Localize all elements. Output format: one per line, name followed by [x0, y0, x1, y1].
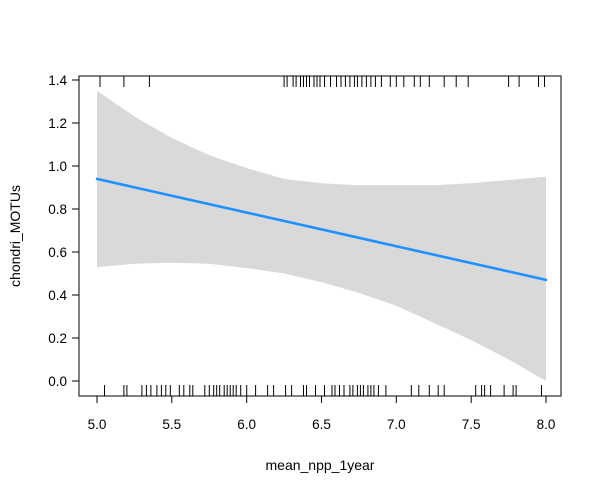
confidence-band	[97, 90, 546, 381]
y-tick-label: 0.8	[48, 202, 67, 217]
y-tick-label: 0.6	[48, 245, 67, 260]
fit-line-0	[95, 177, 548, 282]
y-tick-label: 1.0	[48, 159, 67, 174]
x-tick-label: 7.0	[387, 417, 406, 432]
x-tick-label: 5.0	[88, 417, 107, 432]
y-tick-label: 0.2	[48, 331, 67, 346]
x-tick-label: 5.5	[162, 417, 181, 432]
x-tick-label: 6.5	[312, 417, 331, 432]
y-tick-label: 0.4	[48, 288, 67, 303]
x-axis-title: mean_npp_1year	[266, 457, 375, 473]
y-tick-label: 0.0	[48, 374, 67, 389]
y-tick-label: 1.4	[48, 73, 67, 88]
rug-layer	[99, 76, 545, 396]
x-tick-label: 8.0	[537, 417, 556, 432]
x-tick-label: 7.5	[462, 417, 481, 432]
y-tick-label: 1.2	[48, 116, 67, 131]
x-axis: 5.0 5.5 6.0 6.5 7.0 7.5 8.0	[88, 396, 556, 432]
x-tick-label: 6.0	[237, 417, 256, 432]
y-axis-title: chondri_MOTUs	[7, 185, 23, 287]
plot-frame	[78, 75, 562, 397]
fit-line-layer	[95, 177, 548, 282]
confidence-band-layer	[97, 90, 546, 381]
y-axis: 0.0 0.2 0.4 0.6 0.8 1.0 1.2 1.4	[48, 73, 79, 389]
